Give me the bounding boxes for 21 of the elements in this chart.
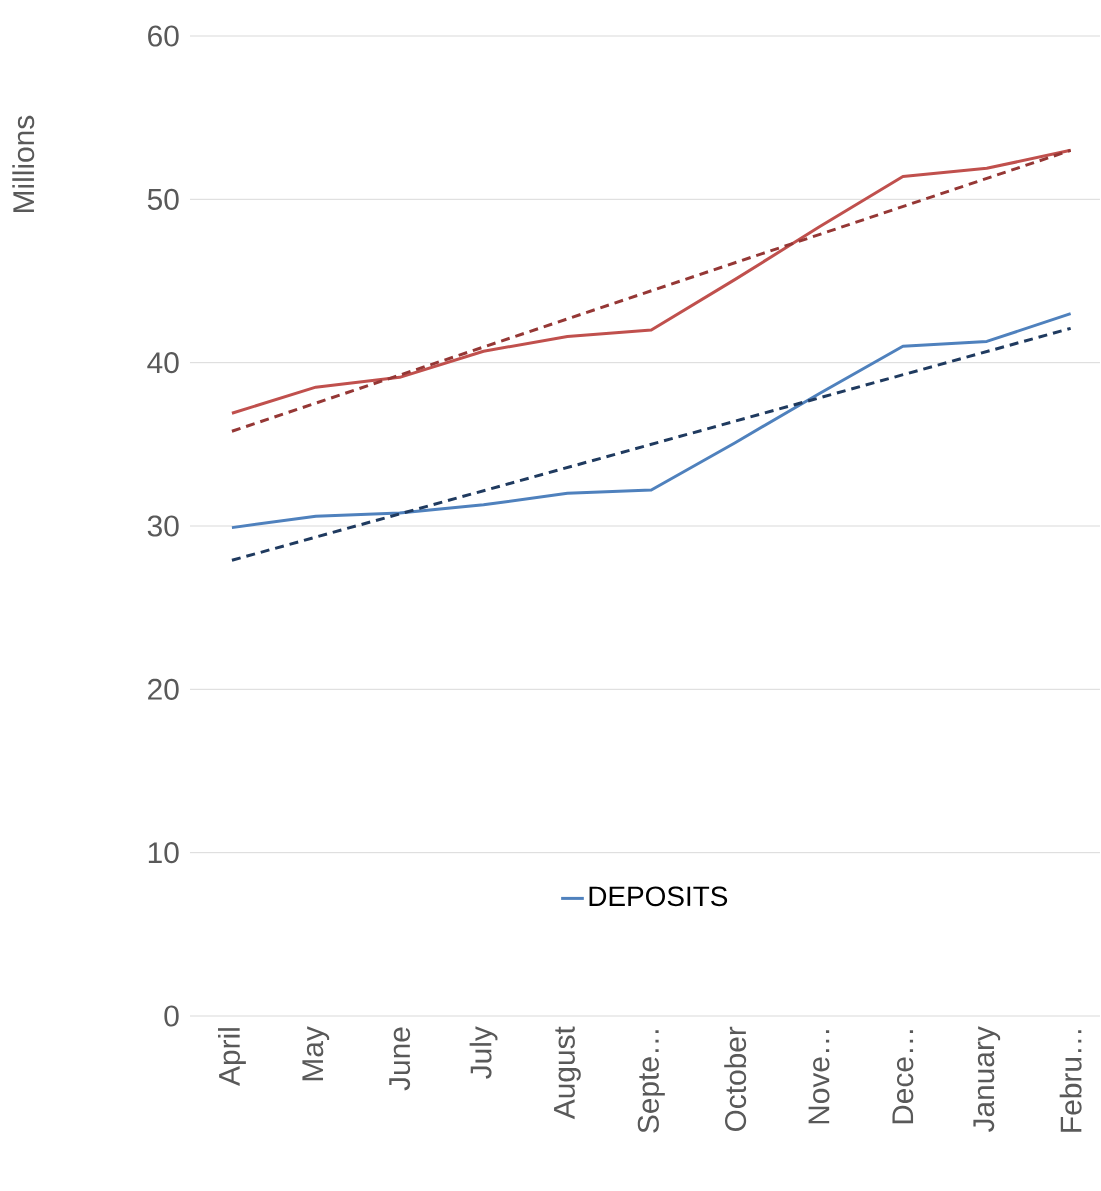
line-series — [230, 312, 1073, 530]
y-tick-label: 0 — [164, 1005, 179, 1027]
y-tick-label: 40 — [147, 352, 179, 374]
x-tick-label: Dece… — [892, 1030, 914, 1124]
x-tick-label: April — [218, 1028, 247, 1086]
y-tick-label: 10 — [149, 842, 179, 864]
x-tick-label: July — [469, 1026, 498, 1079]
x-tick-label: January — [973, 1026, 1001, 1133]
x-tick-label: May — [302, 1026, 330, 1081]
x-tick-label: August — [554, 1026, 582, 1120]
y-tick-label: 30 — [147, 515, 179, 537]
legend-label: DEPOSITS — [589, 886, 728, 907]
x-tick-label: Febru… — [1059, 1030, 1082, 1132]
y-tick-label: 20 — [148, 678, 179, 700]
y-tick-label: 60 — [148, 25, 179, 47]
x-tick-label: June — [389, 1027, 411, 1091]
y-tick-label: 50 — [148, 188, 179, 210]
y-axis-title: Millions — [12, 115, 35, 212]
x-tick-label: Septe… — [638, 1030, 666, 1133]
x-tick-label: October — [724, 1026, 747, 1132]
x-tick-label: Nove… — [808, 1030, 830, 1124]
